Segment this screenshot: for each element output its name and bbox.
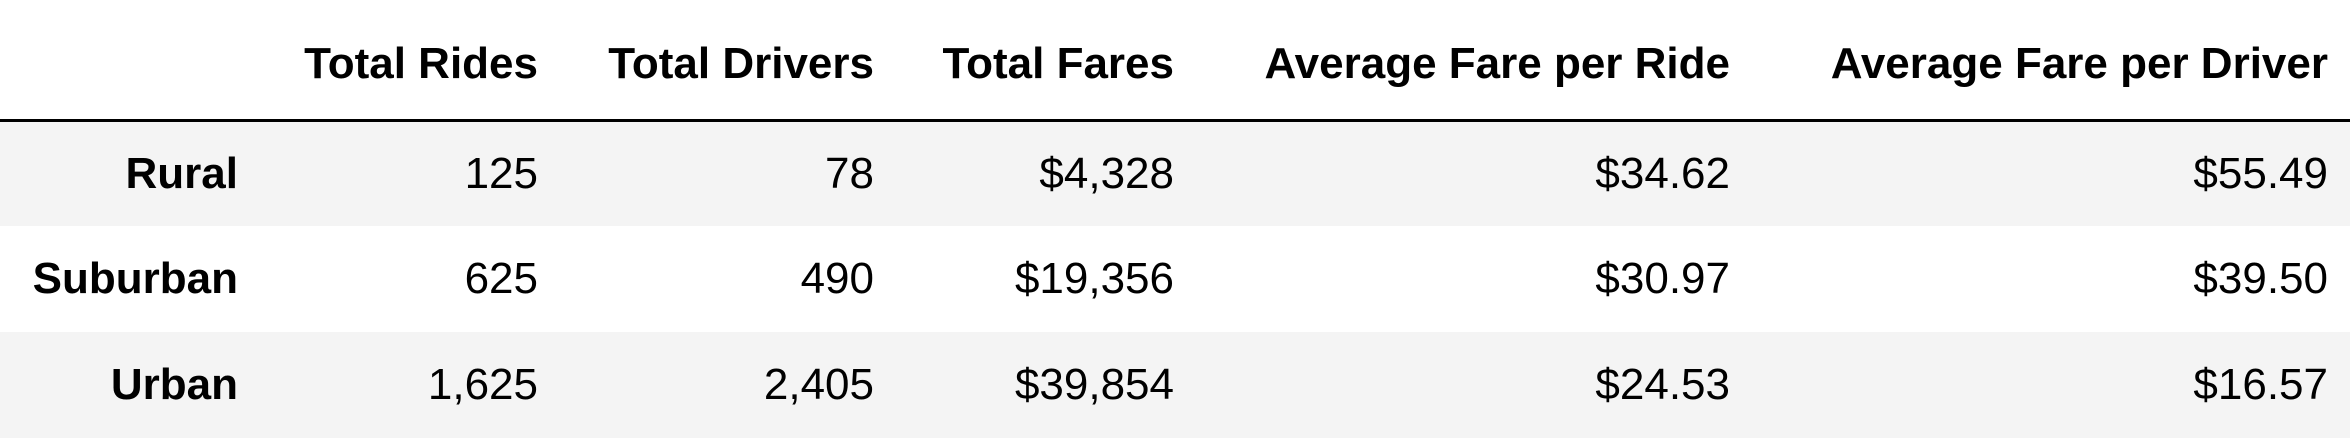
cell-total-fares: $19,356	[1014, 254, 1174, 303]
table-row: Urban 1,625 2,405 $39,854 $24.53 $16.57	[0, 332, 2350, 438]
header-row: Total Rides Total Drivers Total Fares Av…	[0, 0, 2350, 122]
cell-total-drivers: 2,405	[763, 360, 874, 409]
cell-total-fares: $39,854	[1014, 360, 1174, 409]
column-header-average-fare-per-driver: Average Fare per Driver	[1752, 0, 2350, 122]
cell-average-fare-per-ride: $24.53	[1595, 360, 1730, 409]
cell-average-fare-per-driver: $16.57	[2193, 360, 2328, 409]
cell-total-fares: $4,328	[1039, 148, 1174, 198]
table-row: Rural 125 78 $4,328 $34.62 $55.49	[0, 120, 2350, 226]
table-row: Suburban 625 490 $19,356 $30.97 $39.50	[0, 226, 2350, 332]
cell-total-rides: 125	[464, 148, 538, 198]
cell-total-drivers: 490	[800, 254, 874, 303]
column-header-total-rides: Total Rides	[260, 0, 560, 122]
cell-total-rides: 1,625	[427, 360, 538, 409]
column-header-total-drivers: Total Drivers	[560, 0, 896, 122]
cell-average-fare-per-ride: $34.62	[1595, 148, 1730, 198]
index-header	[0, 0, 260, 122]
column-header-total-fares: Total Fares	[896, 0, 1196, 122]
row-label: Suburban	[32, 254, 238, 303]
table-header: Total Rides Total Drivers Total Fares Av…	[0, 0, 2350, 122]
cell-total-rides: 625	[464, 254, 538, 303]
table-body: Rural 125 78 $4,328 $34.62 $55.49 Suburb…	[0, 120, 2350, 438]
cell-average-fare-per-driver: $55.49	[2193, 148, 2328, 198]
cell-total-drivers: 78	[825, 148, 874, 198]
row-label: Rural	[125, 148, 238, 198]
column-header-average-fare-per-ride: Average Fare per Ride	[1196, 0, 1752, 122]
cell-average-fare-per-driver: $39.50	[2193, 254, 2328, 303]
cell-average-fare-per-ride: $30.97	[1595, 254, 1730, 303]
row-label: Urban	[110, 360, 238, 409]
